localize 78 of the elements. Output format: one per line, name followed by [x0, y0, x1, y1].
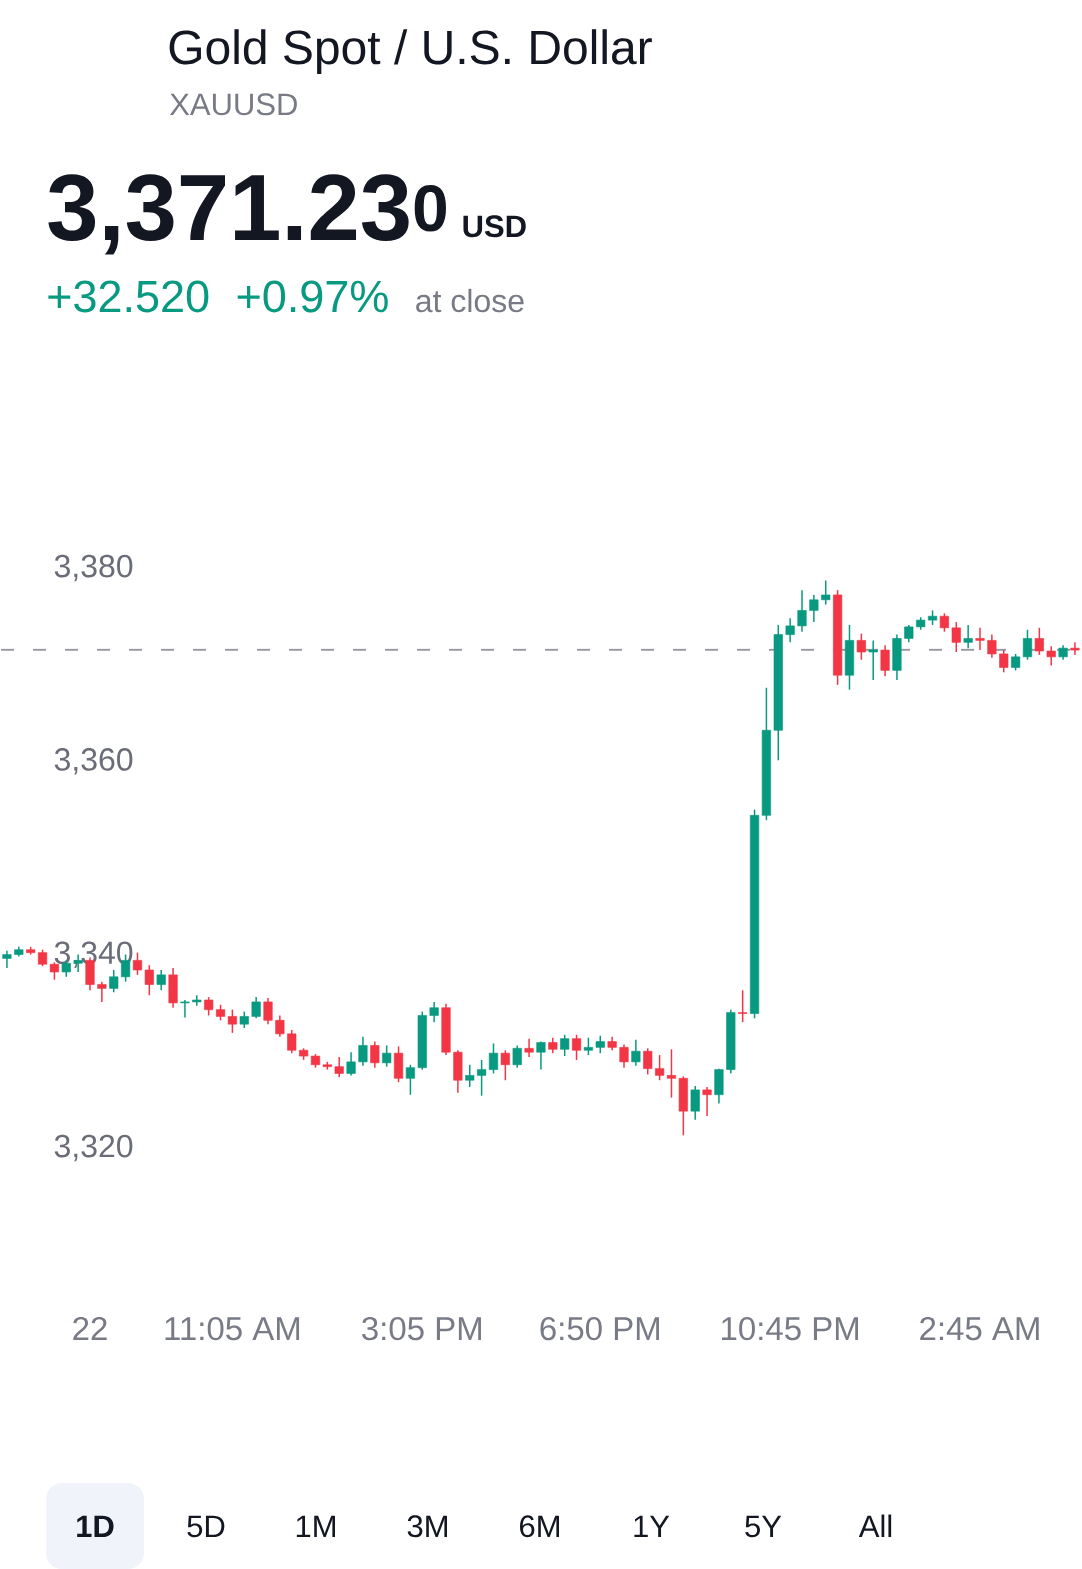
candlestick — [856, 632, 866, 661]
candlestick — [334, 1056, 344, 1079]
candlestick — [429, 1001, 439, 1023]
text: 1D — [77, 1515, 114, 1537]
candlestick — [1022, 629, 1033, 661]
y-tick-label: 3,320 — [54, 1134, 133, 1162]
candlestick — [180, 999, 190, 1019]
candlestick — [797, 589, 807, 633]
candlestick — [109, 969, 119, 994]
candlestick — [405, 1064, 416, 1096]
candlestick — [880, 644, 890, 677]
candlestick — [156, 969, 166, 992]
x-tick-label: 3:05 PM — [362, 1316, 482, 1341]
candlestick — [287, 1029, 297, 1054]
candlestick — [560, 1034, 570, 1057]
candlestick — [536, 1040, 546, 1071]
candlestick — [963, 624, 973, 649]
x-tick-label: 6:50 PM — [540, 1316, 660, 1341]
text: 1M — [296, 1515, 336, 1537]
candlestick — [666, 1048, 677, 1099]
candlestick — [275, 1014, 285, 1038]
candlestick — [97, 980, 107, 1003]
candlestick — [204, 996, 214, 1017]
text: at close — [416, 288, 524, 313]
candlestick — [987, 633, 997, 659]
candlestick — [1046, 645, 1056, 667]
text: 3M — [407, 1515, 448, 1538]
candlestick — [346, 1051, 356, 1077]
x-tick-label: 22 — [73, 1316, 107, 1340]
candlestick — [370, 1040, 380, 1069]
x-tick-label: 10:45 PM — [722, 1316, 859, 1341]
candlestick — [868, 639, 878, 681]
candlestick — [821, 579, 831, 606]
candlestick — [488, 1042, 499, 1075]
candlestick — [643, 1047, 653, 1076]
candlestick — [975, 627, 985, 651]
candlestick — [227, 1008, 238, 1034]
x-tick-label: 11:05 AM — [165, 1316, 300, 1341]
candlestick — [631, 1038, 641, 1067]
text: +0.97% — [237, 280, 388, 313]
candlestick — [785, 617, 795, 644]
candlestick — [251, 996, 261, 1020]
candlestick — [702, 1086, 712, 1117]
text: 1Y — [634, 1515, 670, 1537]
candlestick — [524, 1037, 534, 1058]
candlestick — [477, 1059, 487, 1097]
candlestick — [1034, 627, 1044, 656]
candlestick — [263, 997, 273, 1025]
candlestick — [2, 949, 12, 969]
candlestick — [690, 1085, 700, 1121]
y-tick-label: 3,380 — [54, 554, 133, 582]
y-tick-label: 3,360 — [54, 748, 133, 775]
candlestick — [939, 612, 950, 633]
candlestick — [951, 621, 961, 653]
candlestick — [144, 964, 154, 996]
candlestick — [500, 1049, 510, 1081]
text: +32.520 — [48, 280, 209, 313]
text: 3,371.23$^{0}$ — [48, 174, 447, 255]
candlestick — [1070, 641, 1080, 656]
candlestick — [738, 989, 748, 1023]
candlestick — [655, 1054, 665, 1081]
candlestick — [382, 1044, 392, 1068]
candlestick — [358, 1035, 368, 1067]
candlestick — [572, 1034, 582, 1061]
candlestick — [809, 594, 819, 623]
chart-subtitle: XAUUSD — [169, 93, 297, 116]
candlestick — [465, 1064, 475, 1088]
candlestick — [619, 1043, 629, 1069]
text: All — [858, 1514, 892, 1537]
text: 5Y — [745, 1515, 782, 1538]
text: USD — [463, 215, 526, 238]
candlestick — [512, 1044, 522, 1069]
x-tick-label: 2:45 AM — [920, 1316, 1039, 1341]
candlestick — [132, 951, 143, 976]
candlestick — [999, 649, 1009, 674]
text: 5D — [187, 1515, 225, 1538]
chart-title: Gold Spot / U.S. Dollar — [169, 29, 652, 74]
text: 6M — [520, 1515, 560, 1538]
